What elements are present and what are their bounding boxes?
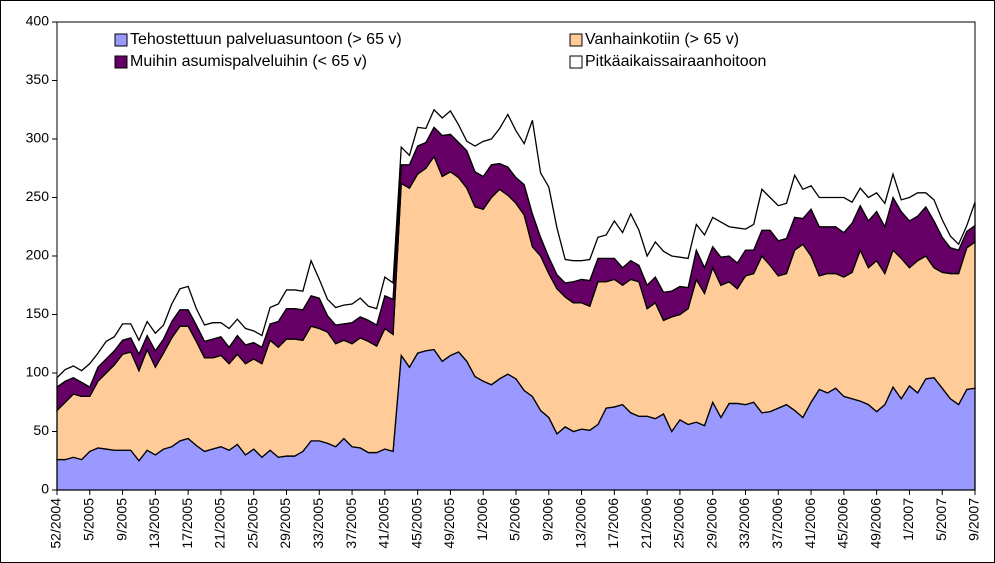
x-tick-label: 5/2005 — [80, 498, 96, 541]
y-tick-label: 350 — [26, 71, 50, 87]
x-tick-label: 49/2006 — [867, 498, 883, 549]
x-tick-label: 45/2006 — [835, 498, 851, 549]
y-tick-label: 400 — [26, 13, 50, 29]
x-tick-label: 33/2005 — [310, 498, 326, 549]
x-tick-label: 1/2006 — [474, 498, 490, 541]
x-tick-label: 21/2006 — [638, 498, 654, 549]
x-tick-label: 33/2006 — [736, 498, 752, 549]
x-tick-label: 29/2005 — [277, 498, 293, 549]
y-tick-label: 0 — [41, 481, 49, 497]
x-tick-label: 52/2004 — [48, 498, 64, 549]
x-tick-label: 5/2007 — [933, 498, 949, 541]
x-tick-label: 37/2006 — [769, 498, 785, 549]
x-tick-label: 13/2006 — [572, 498, 588, 549]
y-tick-label: 300 — [26, 130, 50, 146]
x-tick-label: 13/2005 — [146, 498, 162, 549]
legend-label: Vanhainkotiin (> 65 v) — [585, 31, 739, 48]
area — [56, 108, 976, 389]
y-tick-label: 200 — [26, 247, 50, 263]
x-tick-label: 41/2005 — [376, 498, 392, 549]
y-tick-label: 50 — [33, 422, 49, 438]
legend-label: Muihin asumispalveluihin (< 65 v) — [130, 53, 367, 70]
legend-label: Tehostettuun palveluasuntoon (> 65 v) — [130, 31, 402, 48]
y-tick-label: 250 — [26, 188, 50, 204]
x-tick-label: 41/2006 — [802, 498, 818, 549]
x-tick-label: 45/2005 — [408, 498, 424, 549]
x-tick-label: 49/2005 — [441, 498, 457, 549]
x-tick-label: 17/2006 — [605, 498, 621, 549]
x-tick-label: 21/2005 — [212, 498, 228, 549]
y-tick-label: 100 — [26, 364, 50, 380]
x-tick-label: 9/2007 — [966, 498, 982, 541]
x-tick-label: 9/2005 — [113, 498, 129, 541]
x-tick-label: 37/2005 — [343, 498, 359, 549]
legend-swatch — [114, 55, 128, 69]
x-tick-label: 1/2007 — [900, 498, 916, 541]
legend-swatch — [569, 55, 583, 69]
x-tick-label: 17/2005 — [179, 498, 195, 549]
legend-swatch — [569, 33, 583, 47]
x-tick-label: 9/2006 — [539, 498, 555, 541]
x-tick-label: 29/2006 — [703, 498, 719, 549]
x-tick-label: 25/2006 — [671, 498, 687, 549]
legend-label: Pitkäaikaissairaanhoitoon — [585, 53, 766, 70]
legend-swatch — [114, 33, 128, 47]
y-tick-label: 150 — [26, 305, 50, 321]
x-tick-label: 5/2006 — [507, 498, 523, 541]
x-tick-label: 25/2005 — [244, 498, 260, 549]
